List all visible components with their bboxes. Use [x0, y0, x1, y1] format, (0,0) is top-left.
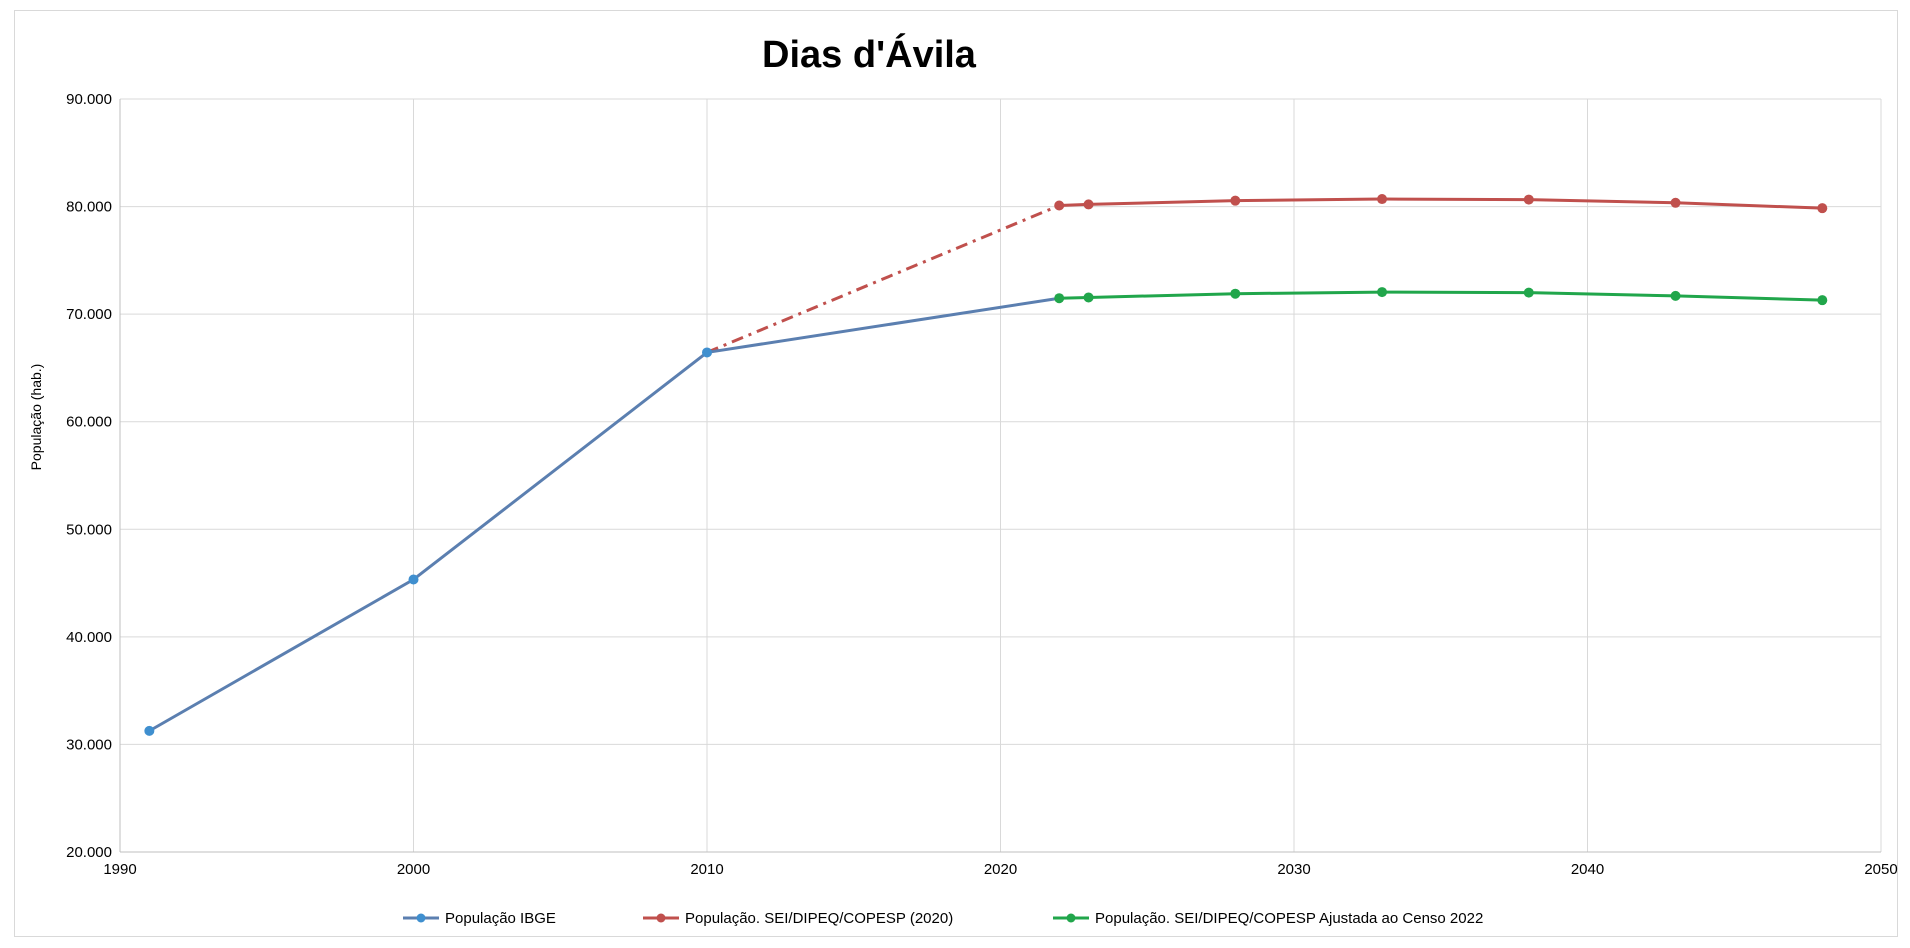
- gridlines: [119, 98, 1882, 853]
- series-connector-line: [706, 204, 1060, 354]
- line-chart: Dias d'Ávila População (hab.) 20.000 30.0…: [28, 32, 1898, 927]
- series-2-point: [1054, 200, 1065, 211]
- series-3-point: [1054, 293, 1065, 304]
- legend-entry-label: População. SEI/DIPEQ/COPESP Ajustada ao …: [1095, 910, 1483, 927]
- series-1-point: [408, 574, 419, 585]
- legend-swatch-marker: [656, 913, 666, 923]
- series-2-point: [1377, 194, 1388, 205]
- series-lines: [144, 194, 1828, 736]
- series-3-point: [1230, 288, 1241, 299]
- y-tick-label: 90.000: [66, 91, 112, 108]
- series-2-point: [1083, 199, 1094, 210]
- chart-title: Dias d'Ávila: [762, 32, 977, 76]
- legend: População IBGE População. SEI/DIPEQ/COPES…: [403, 910, 1483, 927]
- series-2-point: [1817, 203, 1828, 214]
- series-line-1: [148, 296, 1060, 733]
- y-tick-label: 20.000: [66, 844, 112, 861]
- x-tick-label: 2030: [1277, 861, 1310, 878]
- series-1-point: [144, 725, 155, 736]
- legend-entry-label: População. SEI/DIPEQ/COPESP (2020): [685, 910, 953, 927]
- x-tick-label: 2020: [984, 861, 1017, 878]
- y-tick-label: 80.000: [66, 199, 112, 216]
- chart-frame: Dias d'Ávila População (hab.) 20.000 30.0…: [14, 10, 1898, 937]
- x-tick-label: 2050: [1864, 861, 1897, 878]
- x-tick-label: 2010: [690, 861, 723, 878]
- series-line-3: [1059, 290, 1823, 302]
- y-tick-label: 40.000: [66, 629, 112, 646]
- y-tick-label: 30.000: [66, 736, 112, 753]
- axes: 20.000 30.000 40.000 50.000 60.000 70.000 80.0…: [66, 91, 1898, 878]
- series-2-point: [1230, 195, 1241, 206]
- legend-swatch-marker: [1066, 913, 1076, 923]
- series-2-point: [1523, 194, 1534, 205]
- series-3-point: [1083, 292, 1094, 303]
- series-1-point: [702, 347, 712, 358]
- series-3-point: [1377, 287, 1388, 298]
- y-tick-label: 50.000: [66, 521, 112, 538]
- legend-swatch-marker: [416, 913, 426, 923]
- x-tick-label: 2040: [1571, 861, 1604, 878]
- series-3-point: [1670, 290, 1681, 301]
- y-tick-label: 60.000: [66, 414, 112, 431]
- legend-entry-label: População IBGE: [445, 910, 556, 927]
- x-tick-label: 2000: [397, 861, 430, 878]
- series-2-point: [1670, 197, 1681, 208]
- y-tick-label: 70.000: [66, 306, 112, 323]
- series-3-point: [1523, 287, 1534, 298]
- series-3-point: [1817, 295, 1828, 306]
- y-axis-label: População (hab.): [28, 364, 44, 471]
- x-tick-label: 1990: [103, 861, 136, 878]
